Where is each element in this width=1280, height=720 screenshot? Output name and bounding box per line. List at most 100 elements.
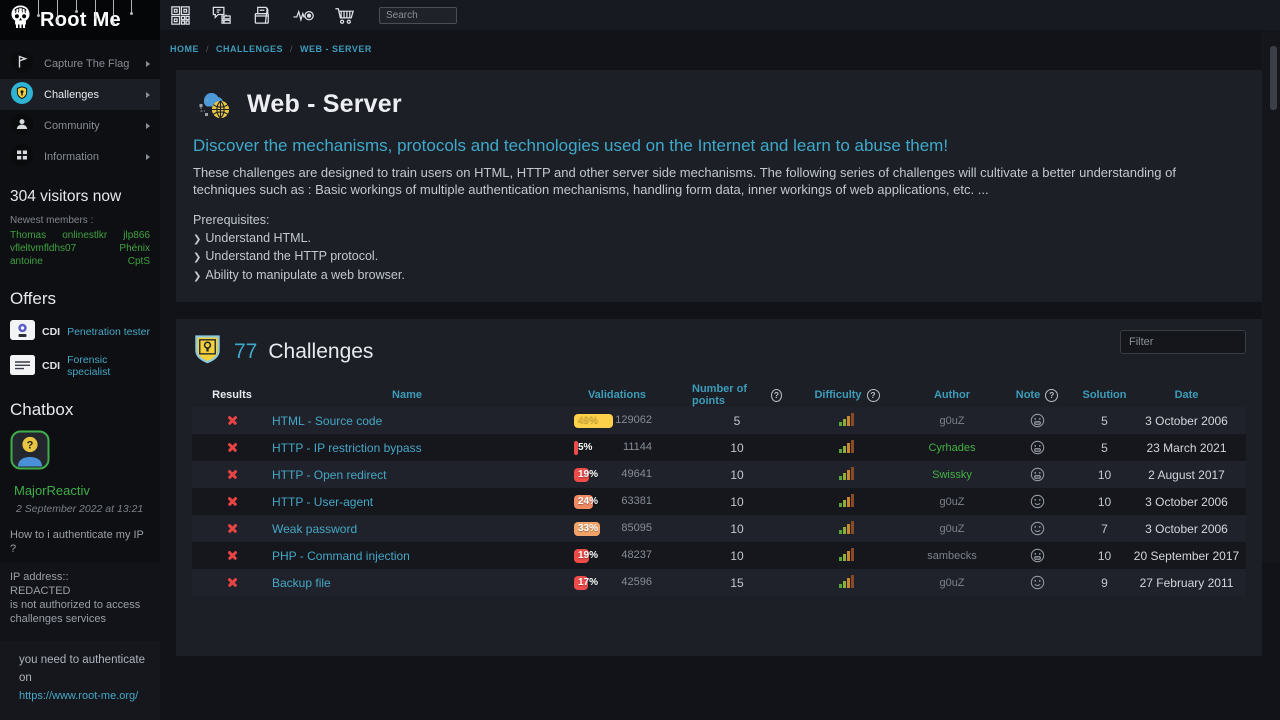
validation-count: 49641 bbox=[621, 468, 652, 480]
date-cell: 27 February 2011 bbox=[1139, 575, 1234, 590]
column-header[interactable]: Note? bbox=[992, 388, 1082, 402]
column-header[interactable]: Difficulty? bbox=[782, 388, 912, 402]
chat-line: IP address:: bbox=[10, 571, 69, 583]
validations-cell: 17% 42596 bbox=[542, 569, 692, 596]
author-link[interactable]: g0uZ bbox=[939, 495, 965, 508]
validation-bar: 33% bbox=[574, 521, 632, 536]
offer-link[interactable]: Forensic specialist bbox=[67, 354, 111, 378]
solution-cell[interactable]: 10 bbox=[1097, 548, 1112, 563]
sidebar-item-capture-the-flag[interactable]: Capture The Flag bbox=[0, 48, 160, 79]
points-cell: 10 bbox=[730, 440, 744, 455]
offer-contract: CDI bbox=[42, 360, 61, 372]
sidebar-item-community[interactable]: Community bbox=[0, 110, 160, 141]
prerequisites-label: Prerequisites: bbox=[193, 213, 270, 227]
challenge-link[interactable]: HTTP - IP restriction bypass bbox=[272, 440, 422, 455]
points-cell: 5 bbox=[733, 413, 741, 428]
challenge-link[interactable]: PHP - Command injection bbox=[272, 548, 410, 563]
column-header[interactable]: Author bbox=[933, 389, 971, 401]
chat-username[interactable]: MajorReactiv bbox=[14, 483, 90, 498]
column-header[interactable]: Solution bbox=[1082, 389, 1127, 401]
documents-icon[interactable] bbox=[250, 3, 274, 27]
column-header[interactable]: Number of points? bbox=[692, 383, 782, 407]
author-link[interactable]: g0uZ bbox=[939, 414, 965, 427]
challenge-link[interactable]: HTML - Source code bbox=[272, 413, 383, 428]
column-header[interactable]: Date bbox=[1174, 389, 1199, 401]
offers-list: CDI Penetration tester CDI Forensic special… bbox=[0, 320, 160, 378]
skull-logo-icon bbox=[8, 4, 33, 36]
column-header[interactable]: Name bbox=[392, 389, 422, 401]
challenge-link[interactable]: Backup file bbox=[272, 575, 331, 590]
not-solved-icon bbox=[227, 415, 238, 426]
visitors-count: 304 visitors now bbox=[10, 188, 122, 205]
not-solved-icon bbox=[227, 523, 238, 534]
not-solved-icon bbox=[227, 469, 238, 480]
member-link[interactable]: onlinestlkr bbox=[62, 230, 108, 241]
breadcrumb-item[interactable]: CHALLENGES bbox=[216, 44, 284, 54]
solution-cell[interactable]: 5 bbox=[1101, 413, 1108, 428]
column-header[interactable]: Results bbox=[212, 389, 252, 401]
note-face-icon bbox=[992, 440, 1082, 455]
offer-link[interactable]: Penetration tester bbox=[67, 325, 150, 338]
avatar[interactable]: ? bbox=[10, 430, 160, 475]
challenge-link[interactable]: HTTP - User-agent bbox=[272, 494, 374, 509]
offer-item[interactable]: CDI Penetration tester bbox=[10, 320, 150, 343]
validation-count: 85095 bbox=[621, 522, 652, 534]
chat-reply-link[interactable]: https://www.root-me.org/ bbox=[19, 690, 139, 702]
member-link[interactable]: Thomas bbox=[10, 230, 47, 241]
filter-input[interactable] bbox=[1120, 330, 1246, 354]
offers-title: Offers bbox=[10, 289, 56, 308]
challenge-link[interactable]: Weak password bbox=[272, 521, 358, 536]
brand-title: Root Me bbox=[40, 8, 121, 31]
member-link[interactable]: vfleltvmfldhs07 bbox=[10, 243, 77, 254]
search-input[interactable] bbox=[379, 6, 457, 24]
note-face-icon bbox=[992, 494, 1082, 509]
solution-cell[interactable]: 7 bbox=[1101, 521, 1108, 536]
date-cell: 3 October 2006 bbox=[1145, 521, 1228, 536]
help-icon[interactable]: ? bbox=[1045, 388, 1059, 402]
author-link[interactable]: g0uZ bbox=[939, 576, 965, 589]
challenge-link[interactable]: HTTP - Open redirect bbox=[272, 467, 387, 482]
chevron-right-icon bbox=[146, 122, 150, 129]
solution-cell[interactable]: 5 bbox=[1101, 440, 1108, 455]
difficulty-bars-icon bbox=[782, 574, 912, 591]
help-icon[interactable]: ? bbox=[771, 388, 782, 402]
chat-timestamp: 2 September 2022 at 13:21 bbox=[16, 503, 144, 515]
page-edge bbox=[1262, 0, 1280, 563]
ctf-icon bbox=[10, 50, 34, 77]
points-cell: 10 bbox=[730, 548, 744, 563]
solution-cell[interactable]: 10 bbox=[1097, 494, 1112, 509]
difficulty-bars-icon bbox=[782, 520, 912, 537]
activity-target-icon[interactable] bbox=[291, 3, 315, 27]
member-link[interactable]: CptS bbox=[127, 256, 150, 267]
sidebar-item-information[interactable]: Information bbox=[0, 141, 160, 172]
chat-network-icon[interactable] bbox=[209, 3, 233, 27]
challenge-row: HTML - Source code 49% 129062 5 g0uZ 5 3 Octob… bbox=[192, 407, 1246, 434]
topbar bbox=[160, 0, 1280, 30]
breadcrumb-item[interactable]: WEB - SERVER bbox=[300, 44, 372, 54]
member-link[interactable]: antoine bbox=[10, 256, 43, 267]
validation-bar: 24% bbox=[574, 494, 632, 509]
column-header[interactable]: Validations bbox=[587, 389, 647, 401]
date-cell: 20 September 2017 bbox=[1133, 548, 1240, 563]
prerequisites: Prerequisites: ❯ Understand HTML. ❯ Underst… bbox=[193, 212, 1242, 285]
solution-cell[interactable]: 10 bbox=[1097, 467, 1112, 482]
cart-icon[interactable] bbox=[332, 3, 356, 27]
member-link[interactable]: Phénix bbox=[119, 243, 150, 254]
help-icon[interactable]: ? bbox=[866, 388, 880, 402]
author-link[interactable]: Cyrhades bbox=[928, 441, 976, 454]
note-face-icon bbox=[992, 575, 1082, 590]
sidebar-item-challenges[interactable]: Challenges bbox=[0, 79, 160, 110]
note-face-icon bbox=[992, 413, 1082, 428]
prerequisite-item: ❯ Understand HTML. bbox=[193, 230, 311, 245]
author-link[interactable]: sambecks bbox=[927, 549, 977, 562]
author-link[interactable]: g0uZ bbox=[939, 522, 965, 535]
author-link[interactable]: Swissky bbox=[932, 468, 972, 481]
member-link[interactable]: jlp866 bbox=[123, 230, 150, 241]
solution-cell[interactable]: 9 bbox=[1101, 575, 1108, 590]
scrollbar-thumb[interactable] bbox=[1270, 46, 1277, 110]
qr-badge-icon[interactable] bbox=[168, 3, 192, 27]
offer-item[interactable]: CDI Forensic specialist bbox=[10, 354, 150, 378]
breadcrumb-item[interactable]: HOME bbox=[170, 44, 199, 54]
logo[interactable]: Root Me bbox=[0, 0, 160, 40]
challenge-row: Weak password 33% 85095 10 g0uZ 7 3 October 20… bbox=[192, 515, 1246, 542]
